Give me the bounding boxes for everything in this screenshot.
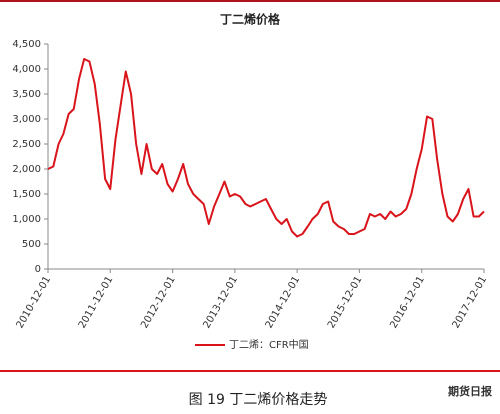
x-tick-label: 2011-12-01 bbox=[77, 275, 116, 331]
line-series bbox=[47, 58, 485, 238]
caption-rule bbox=[0, 370, 500, 372]
top-rule bbox=[0, 0, 500, 2]
x-tick-label: 2017-12-01 bbox=[451, 275, 490, 331]
y-tick-label: 500 bbox=[22, 239, 41, 250]
x-tick-label: 2016-12-01 bbox=[388, 275, 427, 331]
x-tick-label: 2012-12-01 bbox=[139, 275, 178, 331]
y-tick-label: 2,500 bbox=[12, 139, 41, 150]
x-tick-label: 2013-12-01 bbox=[201, 275, 240, 331]
y-tick-label: 0 bbox=[35, 264, 41, 275]
x-tick-label: 2014-12-01 bbox=[264, 275, 303, 331]
caption: 图 19 丁二烯价格走势 bbox=[189, 392, 328, 408]
y-tick-label: 2,000 bbox=[12, 164, 41, 175]
watermark: 期货日报 bbox=[448, 384, 493, 398]
legend-label: 丁二烯：CFR中国 bbox=[229, 338, 309, 351]
y-tick-label: 3,500 bbox=[12, 89, 41, 100]
chart-title: 丁二烯价格 bbox=[220, 12, 281, 27]
y-tick-label: 4,500 bbox=[12, 39, 41, 50]
y-tick-label: 4,000 bbox=[12, 64, 41, 75]
x-tick-label: 2010-12-01 bbox=[15, 275, 54, 331]
y-tick-label: 3,000 bbox=[12, 114, 41, 125]
y-tick-label: 1,000 bbox=[12, 214, 41, 225]
y-tick-label: 1,500 bbox=[12, 189, 41, 200]
x-tick-label: 2015-12-01 bbox=[326, 275, 365, 331]
